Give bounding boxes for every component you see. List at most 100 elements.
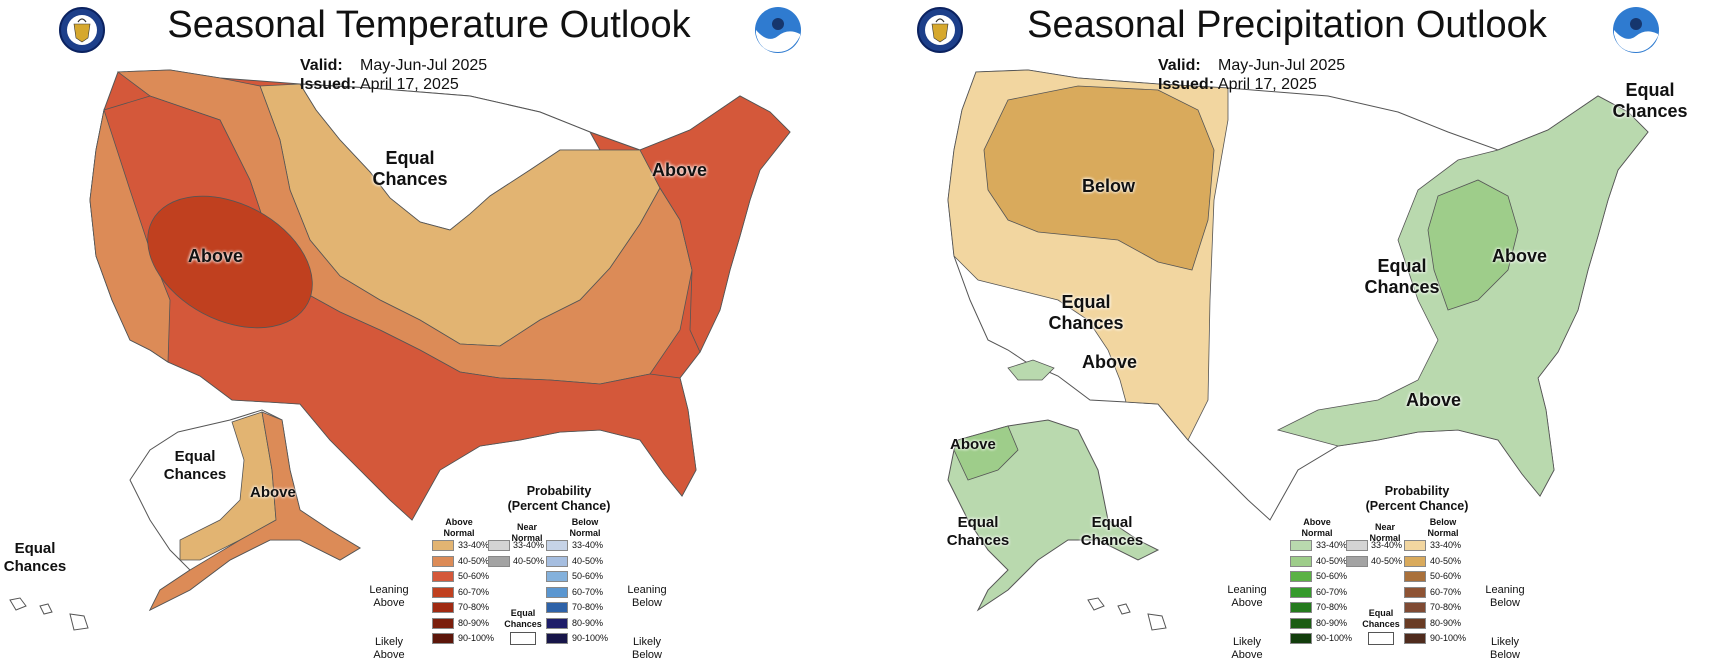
doc-seal-icon <box>58 6 106 54</box>
legend-bin-label-above-0: 33-40% <box>458 540 490 550</box>
legend-swatch-below-5 <box>546 617 568 629</box>
alaska-above-40-50 <box>953 425 1019 481</box>
temperature-legend: Probability (Percent Chance) Above Norma… <box>369 480 682 670</box>
legend-swatch-below-0 <box>546 540 568 551</box>
legend-likely-above: Likely Above <box>373 636 405 661</box>
legend-swatch-below-6 <box>546 633 568 644</box>
precip-east-40-50 <box>1427 179 1519 311</box>
issued-value: April 17, 2025 <box>360 76 459 93</box>
valid-issued-block: Valid: May-Jun-Jul 2025 Issued: April 17, … <box>300 56 487 94</box>
legend-bin-label-near-0: 33-40% <box>513 540 545 550</box>
legend-likely-below: Likely Below <box>1490 636 1520 661</box>
issued-key: Issued: <box>1158 76 1215 93</box>
legend-bin-label-above-3: 60-70% <box>1316 586 1348 597</box>
legend-bin-label-below-1: 40-50% <box>1430 555 1462 566</box>
map-label-central-ec: Equal Chances <box>1364 256 1440 297</box>
noaa-logo-icon <box>1612 6 1660 54</box>
map-label-hawaii: Equal Chances <box>3 540 67 575</box>
legend-bin-label-below-5: 80-90% <box>1430 617 1462 628</box>
legend-bin-label-below-0: 33-40% <box>572 540 604 550</box>
legend-leaning-below: Leaning Below <box>627 584 667 609</box>
precipitation-outlook-panel: Seasonal Precipitation Outlook Valid: May… <box>858 0 1716 668</box>
panel-title: Seasonal Temperature Outlook <box>167 4 691 46</box>
legend-bin-label-above-6: 90-100% <box>1316 633 1353 643</box>
valid-key: Valid: <box>300 57 343 74</box>
temp-northeast-50-60 <box>639 95 791 353</box>
legend-swatch-near-1 <box>1346 555 1368 567</box>
legend-equal-chances: Equal Chances <box>504 608 542 629</box>
map-label-alaska-west: Equal Chances <box>163 448 227 483</box>
legend-bin-label-below-4: 70-80% <box>1430 602 1462 612</box>
legend-bin-label-above-4: 70-80% <box>458 602 490 612</box>
legend-col-below: Below Normal <box>1427 517 1459 538</box>
legend-likely-above: Likely Above <box>1231 636 1263 661</box>
map-label-northeast: Above <box>652 160 708 180</box>
legend-swatch-near-1 <box>488 555 510 567</box>
legend-swatch-above-6 <box>1290 633 1312 644</box>
map-label-west: Above <box>188 246 244 266</box>
valid-key: Valid: <box>1158 57 1201 74</box>
legend-bin-label-above-5: 80-90% <box>1316 617 1348 628</box>
map-label-northwest: Below <box>1082 176 1136 196</box>
legend-swatch-below-3 <box>546 586 568 598</box>
legend-bin-label-below-3: 60-70% <box>572 586 604 597</box>
legend-bin-label-above-1: 40-50% <box>458 555 490 566</box>
legend-swatch-below-2 <box>546 571 568 582</box>
legend-leaning-above: Leaning Above <box>369 584 409 609</box>
doc-seal-icon <box>916 6 964 54</box>
legend-swatch-above-0 <box>1290 540 1312 551</box>
legend-bin-label-below-0: 33-40% <box>1430 540 1462 550</box>
legend-equal-chances: Equal Chances <box>1362 608 1400 629</box>
legend-swatch-above-3 <box>432 586 454 598</box>
map-label-alaska-southeast: Above <box>250 484 296 501</box>
precipitation-legend: Probability (Percent Chance) Above Norma… <box>1227 480 1540 670</box>
legend-swatch-below-1 <box>546 555 568 567</box>
valid-value: May-Jun-Jul 2025 <box>1218 57 1346 74</box>
map-label-gulf-above: Above <box>1406 390 1462 410</box>
legend-bin-label-below-3: 60-70% <box>1430 586 1462 597</box>
legend-swatch-above-1 <box>432 555 454 567</box>
legend-bin-label-below-1: 40-50% <box>572 555 604 566</box>
precipitation-map <box>947 69 1649 631</box>
legend-bin-label-above-2: 50-60% <box>458 571 490 581</box>
temp-60-70-core <box>147 195 313 329</box>
legend-col-near: Near Normal <box>1369 522 1401 543</box>
legend-leaning-below: Leaning Below <box>1485 584 1525 609</box>
map-label-southwest-above: Above <box>1082 352 1138 372</box>
legend-bin-label-near-0: 33-40% <box>1371 540 1403 550</box>
legend-ec-swatch <box>510 632 536 645</box>
legend-ec-swatch <box>1368 632 1394 645</box>
legend-bin-label-below-4: 70-80% <box>572 602 604 612</box>
legend-swatch-above-5 <box>1290 617 1312 629</box>
legend-swatch-above-5 <box>432 617 454 629</box>
precip-below-40-50 <box>983 85 1215 271</box>
legend-swatch-above-3 <box>1290 586 1312 598</box>
legend-swatch-below-0 <box>1404 540 1426 551</box>
legend-bin-label-near-1: 40-50% <box>513 555 545 566</box>
hawaii-outline <box>1087 597 1167 631</box>
map-label-southwest-ec: Equal Chances <box>1048 292 1124 333</box>
map-label-plains: Equal Chances <box>372 148 448 189</box>
legend-title: Probability (Percent Chance) <box>1365 484 1469 513</box>
temperature-outlook-panel: Seasonal Temperature Outlook Valid: May-J… <box>0 0 858 668</box>
issued-key: Issued: <box>300 76 357 93</box>
legend-bin-label-above-0: 33-40% <box>1316 540 1348 550</box>
map-label-hawaii: Equal Chances <box>1080 514 1144 549</box>
valid-value: May-Jun-Jul 2025 <box>360 57 488 74</box>
legend-swatch-near-0 <box>488 540 510 551</box>
hawaii-outline <box>9 597 89 631</box>
legend-swatch-above-1 <box>1290 555 1312 567</box>
valid-issued-block: Valid: May-Jun-Jul 2025 Issued: April 17, … <box>1158 56 1345 94</box>
legend-bin-label-above-3: 60-70% <box>458 586 490 597</box>
temp-california-40-50 <box>89 108 171 363</box>
legend-swatch-below-2 <box>1404 571 1426 582</box>
precip-sw-above <box>1007 359 1055 381</box>
legend-swatch-below-3 <box>1404 586 1426 598</box>
legend-bin-label-near-1: 40-50% <box>1371 555 1403 566</box>
legend-swatch-below-6 <box>1404 633 1426 644</box>
noaa-logo-icon <box>754 6 802 54</box>
legend-col-above: Above Normal <box>443 517 475 538</box>
legend-bin-label-below-2: 50-60% <box>1430 571 1462 581</box>
legend-swatch-above-0 <box>432 540 454 551</box>
legend-swatch-above-2 <box>432 571 454 582</box>
